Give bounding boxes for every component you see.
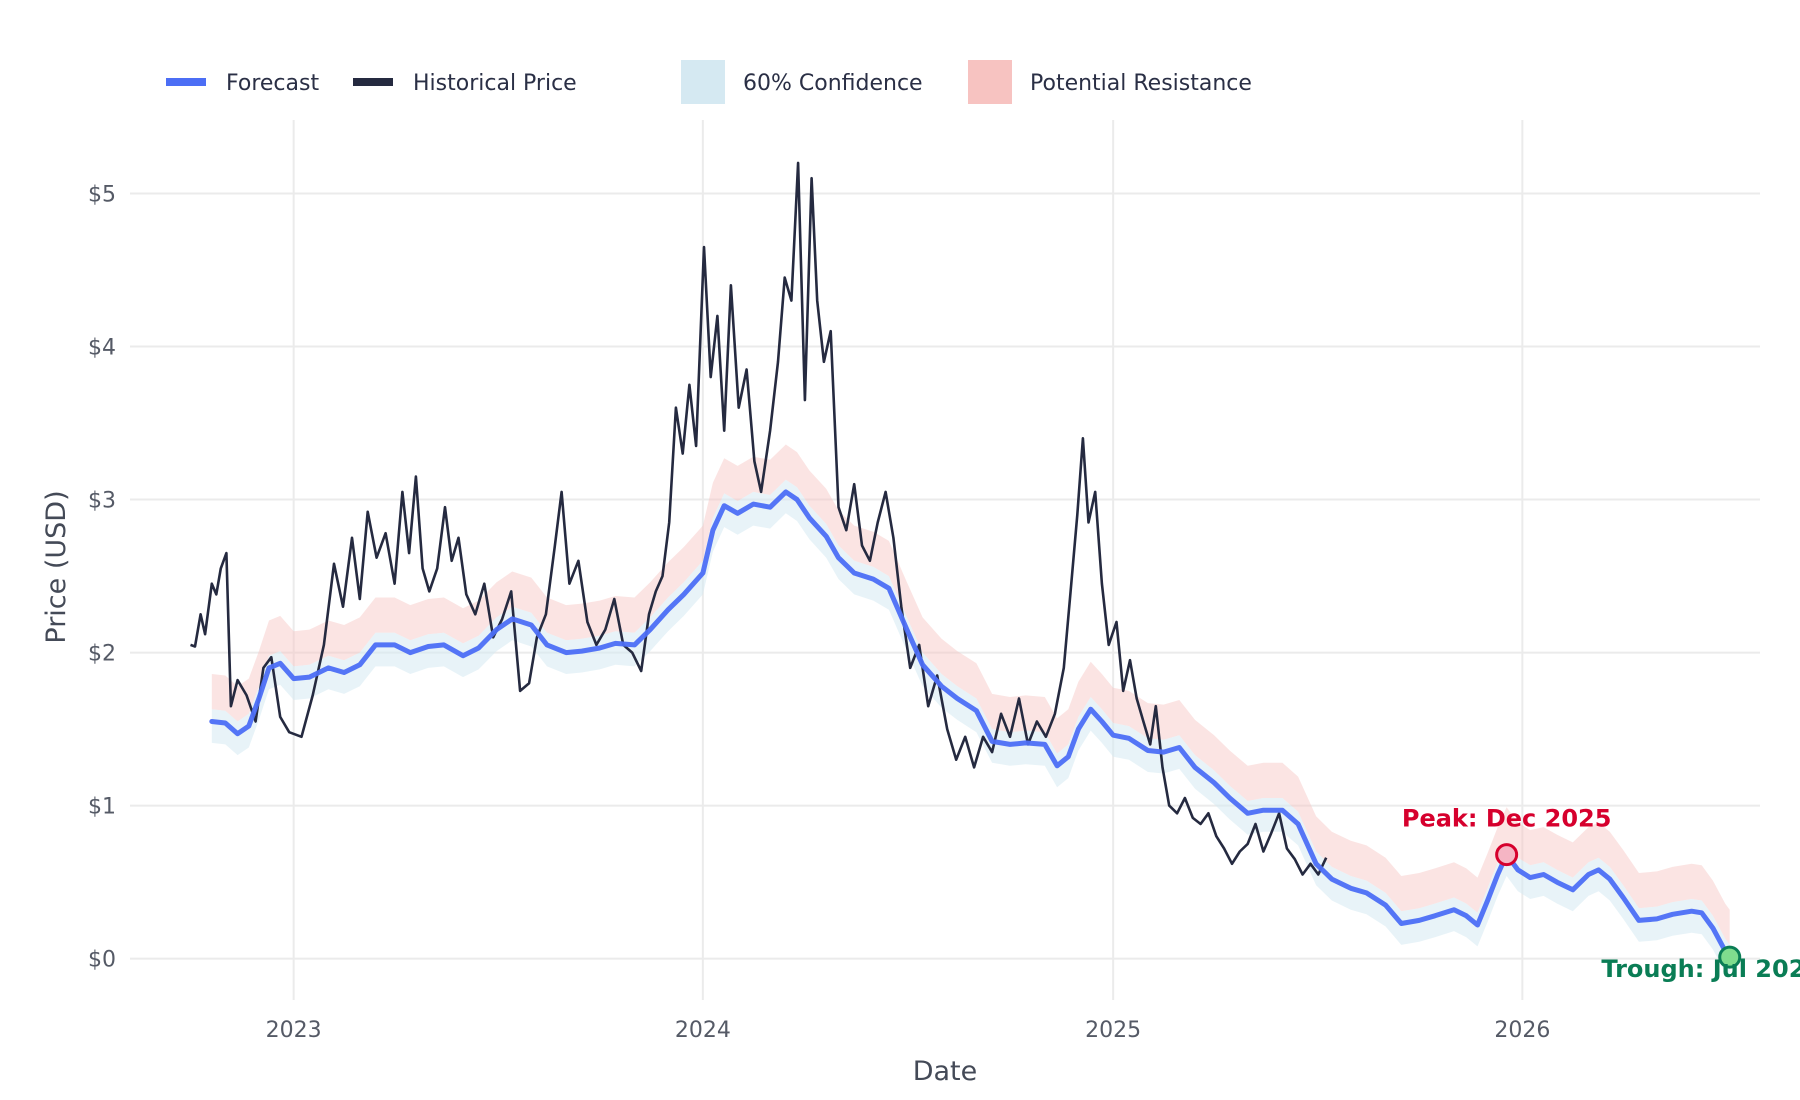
y-tick-label: $0: [88, 948, 116, 973]
x-tick-label: 2025: [1085, 1018, 1141, 1043]
historical-price-line: [190, 161, 1328, 876]
legend-swatch-confidence: [681, 60, 725, 104]
legend-item-confidence[interactable]: 60% Confidence: [681, 60, 923, 104]
bands: [211, 444, 1730, 979]
annotations: Peak: Dec 2025 Trough: Jul 2026: [1402, 805, 1800, 984]
legend-item-resistance[interactable]: Potential Resistance: [968, 60, 1252, 104]
axis-ticks: $0 $1 $2 $3 $4 $5 2023 2024 2025 2026: [88, 182, 1550, 1043]
y-tick-label: $1: [88, 795, 116, 820]
y-axis-title: Price (USD): [41, 490, 72, 643]
y-tick-label: $5: [88, 182, 116, 207]
y-tick-label: $2: [88, 642, 116, 667]
legend-swatch-resistance: [968, 60, 1012, 104]
legend-label-historical-price: Historical Price: [413, 71, 577, 96]
legend-label-forecast: Forecast: [226, 71, 319, 96]
legend-item-forecast[interactable]: Forecast: [166, 71, 319, 96]
trough-label: Trough: Jul 2026: [1601, 955, 1800, 983]
peak-label: Peak: Dec 2025: [1402, 805, 1612, 833]
legend-item-historical-price[interactable]: Historical Price: [353, 71, 577, 96]
legend: Forecast Historical Price 60% Confidence…: [166, 60, 1252, 104]
legend-swatch-historical-price: [353, 78, 393, 86]
legend-label-confidence: 60% Confidence: [743, 71, 923, 96]
trough-marker: [1718, 945, 1742, 969]
peak-marker: [1495, 843, 1519, 867]
y-tick-label: $4: [88, 336, 116, 361]
legend-label-resistance: Potential Resistance: [1030, 71, 1252, 96]
x-tick-label: 2023: [266, 1018, 322, 1043]
resistance-band: [211, 444, 1730, 945]
y-tick-label: $3: [88, 489, 116, 514]
x-axis-title: Date: [913, 1056, 978, 1087]
x-tick-label: 2024: [675, 1018, 731, 1043]
legend-swatch-forecast: [166, 78, 206, 86]
x-tick-label: 2026: [1494, 1018, 1550, 1043]
